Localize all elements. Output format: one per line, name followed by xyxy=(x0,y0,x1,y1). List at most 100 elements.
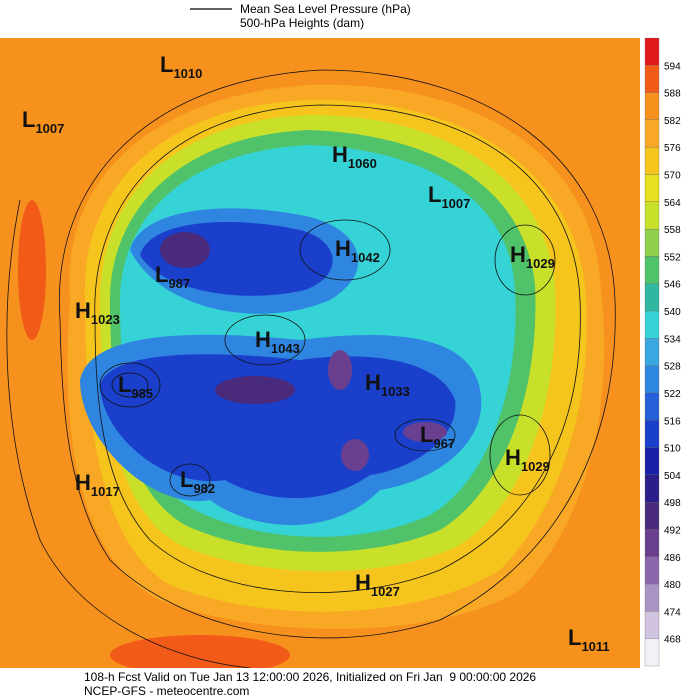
pressure-center: L967 xyxy=(420,422,455,451)
pressure-center: L1007 xyxy=(22,107,64,136)
colorbar-cell xyxy=(644,474,660,503)
colorbar-cell xyxy=(644,583,660,612)
pressure-center: L985 xyxy=(118,372,153,401)
center-type: H xyxy=(355,570,371,595)
colorbar-label: 504 xyxy=(664,471,681,482)
pressure-center: H1042 xyxy=(335,236,380,265)
center-type: L xyxy=(420,422,433,447)
colorbar-cell xyxy=(644,611,660,639)
center-type: L xyxy=(22,107,35,132)
colorbar-cell xyxy=(644,92,660,121)
pressure-center: L982 xyxy=(180,467,215,496)
colorbar-cell xyxy=(644,338,660,366)
colorbar-cell xyxy=(644,283,660,312)
header: Mean Sea Level Pressure (hPa) 500-hPa He… xyxy=(190,2,411,30)
center-value: 1011 xyxy=(581,639,609,654)
footer: 108-h Fcst Valid on Tue Jan 13 12:00:00 … xyxy=(84,670,536,698)
pressure-center: H1027 xyxy=(355,570,400,599)
center-type: H xyxy=(510,242,526,267)
pressure-center: H1017 xyxy=(75,470,120,499)
pressure-center: H1029 xyxy=(510,242,555,271)
colorbar-cell xyxy=(644,420,660,448)
center-type: L xyxy=(160,52,173,77)
colorbar-cell xyxy=(644,392,660,421)
colorbar-label: 480 xyxy=(664,580,681,591)
colorbar-cell xyxy=(644,310,660,339)
center-value: 1029 xyxy=(526,256,555,271)
colorbar-cell xyxy=(644,228,660,257)
colorbar-cell xyxy=(644,147,660,175)
colorbar-cell xyxy=(644,256,660,284)
pressure-center: H1029 xyxy=(505,445,550,474)
pressure-center: H1043 xyxy=(255,327,300,356)
center-value: 985 xyxy=(131,386,153,401)
colorbar-label: 594 xyxy=(664,61,681,72)
colorbar-label: 570 xyxy=(664,171,681,182)
center-value: 987 xyxy=(168,276,190,291)
center-value: 1010 xyxy=(173,66,202,81)
colorbar-label: 528 xyxy=(664,362,681,373)
isobars xyxy=(6,69,616,668)
center-value: 1060 xyxy=(348,156,377,171)
colorbar-label: 516 xyxy=(664,416,681,427)
colorbar-label: 564 xyxy=(664,198,681,209)
pressure-center: L987 xyxy=(155,262,190,291)
colorbar-cell xyxy=(644,174,660,202)
pressure-center: H1060 xyxy=(332,142,377,171)
center-type: L xyxy=(155,262,168,287)
colorbar-label: 588 xyxy=(664,89,681,100)
colorbar-label: 522 xyxy=(664,389,681,400)
pressure-center: H1033 xyxy=(365,370,410,399)
footer-line: 108-h Fcst Valid on Tue Jan 13 12:00:00 … xyxy=(84,670,536,684)
center-type: H xyxy=(75,470,91,495)
center-type: H xyxy=(505,445,521,470)
height-field xyxy=(341,439,369,471)
height-field xyxy=(215,376,295,404)
footer-line: NCEP-GFS - meteocentre.com xyxy=(84,684,249,698)
legend-item: 500-hPa Heights (dam) xyxy=(240,16,364,30)
center-type: L xyxy=(180,467,193,492)
pressure-center: H1023 xyxy=(75,298,120,327)
colorbar-cell xyxy=(644,638,660,667)
colorbar-label: 492 xyxy=(664,525,681,536)
legend-item: Mean Sea Level Pressure (hPa) xyxy=(240,2,411,16)
colorbar-label: 576 xyxy=(664,143,681,154)
colorbar-cell xyxy=(644,65,660,93)
colorbar-label: 486 xyxy=(664,553,681,564)
center-type: H xyxy=(365,370,381,395)
colorbar-label: 540 xyxy=(664,307,681,318)
colorbar-cell xyxy=(644,365,660,394)
center-type: L xyxy=(568,625,581,650)
colorbar-label: 474 xyxy=(664,607,681,618)
center-type: L xyxy=(428,182,441,207)
colorbar: 594 588 582 576 570 564 558 552 546 540 534 528 522 5… xyxy=(644,37,681,667)
colorbar-label: 468 xyxy=(664,635,681,646)
height-field xyxy=(110,635,290,668)
height-field xyxy=(403,422,447,442)
center-type: L xyxy=(118,372,131,397)
colorbar-cell xyxy=(644,119,660,148)
pressure-center: L1010 xyxy=(160,52,202,81)
height-field xyxy=(160,232,210,268)
colorbar-label: 498 xyxy=(664,498,681,509)
center-type: H xyxy=(255,327,271,352)
center-type: H xyxy=(332,142,348,167)
colorbar-cell xyxy=(644,529,660,557)
colorbar-cell xyxy=(644,502,660,530)
colorbar-label: 552 xyxy=(664,252,681,263)
colorbar-cell xyxy=(644,447,660,476)
center-value: 1043 xyxy=(271,341,300,356)
center-type: H xyxy=(75,298,91,323)
center-value: 1027 xyxy=(371,584,400,599)
height-field xyxy=(328,350,352,390)
colorbar-label: 582 xyxy=(664,116,681,127)
center-value: 1023 xyxy=(91,312,120,327)
pressure-center: L1007 xyxy=(428,182,470,211)
colorbar-label: 510 xyxy=(664,444,681,455)
center-type: H xyxy=(335,236,351,261)
center-value: 1007 xyxy=(35,121,64,136)
colorbar-label: 534 xyxy=(664,334,681,345)
center-value: 1033 xyxy=(381,384,410,399)
